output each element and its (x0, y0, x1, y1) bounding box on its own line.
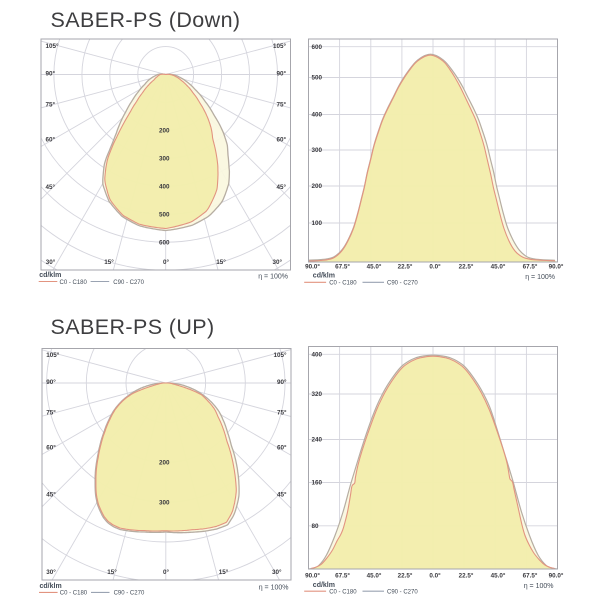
svg-text:C90 - C270: C90 - C270 (387, 281, 418, 287)
svg-text:C90 - C270: C90 - C270 (113, 280, 144, 286)
svg-text:67.5°: 67.5° (335, 572, 350, 580)
svg-text:30°: 30° (46, 258, 56, 266)
svg-text:300: 300 (312, 147, 323, 154)
svg-text:0.0°: 0.0° (429, 572, 441, 580)
svg-text:320: 320 (312, 391, 323, 398)
svg-text:C90 - C270: C90 - C270 (387, 590, 418, 596)
svg-text:105°: 105° (46, 351, 60, 359)
svg-text:500: 500 (312, 75, 323, 82)
svg-text:105°: 105° (273, 351, 287, 359)
svg-text:60°: 60° (276, 135, 286, 143)
svg-text:67.5°: 67.5° (523, 262, 538, 270)
svg-text:cd/klm: cd/klm (313, 273, 335, 280)
svg-text:105°: 105° (46, 42, 60, 50)
svg-text:45°: 45° (46, 183, 56, 191)
svg-text:η = 100%: η = 100% (525, 274, 555, 281)
svg-text:200: 200 (159, 460, 170, 467)
svg-text:67.5°: 67.5° (335, 262, 350, 270)
svg-text:0°: 0° (163, 568, 170, 576)
svg-text:600: 600 (159, 239, 170, 246)
svg-text:75°: 75° (276, 100, 286, 108)
svg-text:C0 - C180: C0 - C180 (329, 281, 357, 287)
svg-text:45.0°: 45.0° (367, 572, 382, 580)
svg-text:80: 80 (312, 523, 320, 530)
svg-text:45.0°: 45.0° (491, 572, 506, 580)
svg-text:15°: 15° (216, 258, 226, 266)
svg-text:22.5°: 22.5° (398, 262, 413, 270)
svg-text:105°: 105° (273, 42, 287, 50)
svg-text:45°: 45° (46, 491, 56, 499)
svg-text:75°: 75° (277, 409, 287, 417)
svg-text:75°: 75° (46, 100, 56, 108)
svg-text:η = 100%: η = 100% (259, 585, 289, 592)
svg-text:90.0°: 90.0° (305, 572, 320, 580)
svg-text:η = 100%: η = 100% (524, 583, 554, 590)
svg-text:600: 600 (312, 44, 323, 51)
svg-text:C0 - C180: C0 - C180 (60, 591, 88, 597)
svg-text:C90 - C270: C90 - C270 (114, 591, 145, 597)
svg-text:60°: 60° (277, 444, 287, 452)
svg-text:cd/klm: cd/klm (40, 583, 62, 590)
svg-text:240: 240 (312, 437, 323, 444)
svg-text:75°: 75° (46, 409, 56, 417)
svg-text:60°: 60° (46, 135, 56, 143)
svg-text:90°: 90° (276, 70, 286, 78)
svg-text:90.0°: 90.0° (305, 262, 320, 270)
svg-text:0°: 0° (163, 258, 170, 266)
svg-text:90°: 90° (277, 378, 287, 386)
svg-text:45.0°: 45.0° (367, 262, 382, 270)
svg-text:67.5°: 67.5° (523, 572, 538, 580)
svg-text:90°: 90° (46, 70, 56, 78)
svg-text:η = 100%: η = 100% (258, 274, 288, 281)
svg-text:45.0°: 45.0° (491, 262, 506, 270)
svg-text:400: 400 (159, 184, 170, 191)
svg-text:30°: 30° (46, 568, 56, 576)
svg-text:cd/klm: cd/klm (39, 272, 61, 279)
svg-text:C0 - C180: C0 - C180 (329, 590, 357, 596)
svg-text:300: 300 (159, 500, 170, 507)
svg-text:SABER-PS (Down): SABER-PS (Down) (51, 8, 241, 32)
svg-text:400: 400 (312, 112, 323, 119)
svg-text:90.0°: 90.0° (549, 572, 564, 580)
svg-text:45°: 45° (276, 183, 286, 191)
svg-text:400: 400 (312, 352, 323, 359)
svg-text:C0 - C180: C0 - C180 (60, 280, 88, 286)
svg-text:15°: 15° (219, 568, 229, 576)
svg-text:22.5°: 22.5° (459, 262, 474, 270)
svg-text:500: 500 (159, 211, 170, 218)
svg-text:160: 160 (312, 480, 323, 487)
svg-text:100: 100 (312, 220, 323, 227)
svg-text:90.0°: 90.0° (549, 262, 564, 270)
svg-text:90°: 90° (46, 378, 56, 386)
svg-text:200: 200 (312, 183, 323, 190)
svg-text:15°: 15° (104, 258, 114, 266)
svg-text:45°: 45° (277, 491, 287, 499)
svg-text:SABER-PS (UP): SABER-PS (UP) (51, 315, 215, 339)
svg-text:15°: 15° (107, 568, 117, 576)
svg-text:cd/klm: cd/klm (313, 582, 335, 589)
svg-text:30°: 30° (272, 568, 282, 576)
svg-text:22.5°: 22.5° (459, 572, 474, 580)
svg-text:200: 200 (159, 128, 170, 135)
svg-text:30°: 30° (273, 258, 283, 266)
svg-text:300: 300 (159, 156, 170, 163)
svg-text:60°: 60° (46, 444, 56, 452)
svg-text:0.0°: 0.0° (429, 262, 441, 270)
svg-text:22.5°: 22.5° (398, 572, 413, 580)
